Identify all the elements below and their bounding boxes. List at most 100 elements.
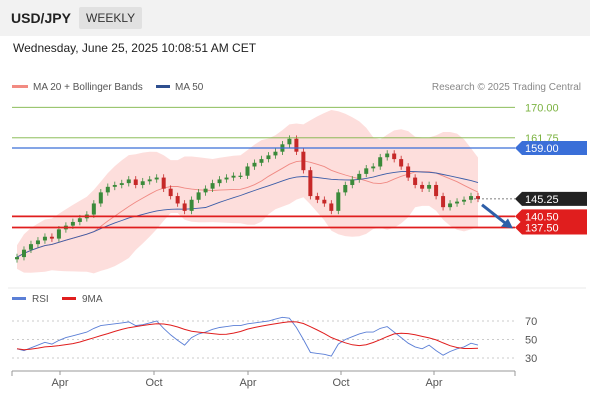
svg-text:145.25: 145.25 bbox=[525, 194, 559, 206]
candle bbox=[140, 177, 145, 189]
candle bbox=[112, 181, 117, 191]
ma50-line bbox=[16, 170, 479, 258]
candle bbox=[210, 179, 215, 193]
candle bbox=[231, 172, 236, 181]
x-tick-label: Oct bbox=[332, 377, 349, 389]
candle bbox=[49, 233, 54, 242]
candle bbox=[224, 174, 229, 183]
x-tick-label: Apr bbox=[239, 377, 256, 389]
candle bbox=[126, 176, 131, 187]
symbol-title: USD/JPY bbox=[11, 10, 71, 26]
candle bbox=[245, 163, 250, 180]
candle bbox=[133, 176, 138, 189]
last-price-tag: 145.25 bbox=[515, 191, 587, 206]
svg-text:140.50: 140.50 bbox=[525, 211, 559, 223]
rsi-line bbox=[16, 316, 479, 357]
candle bbox=[154, 174, 159, 183]
candle bbox=[315, 192, 320, 204]
candle bbox=[343, 181, 348, 196]
candle bbox=[427, 181, 432, 193]
candle bbox=[259, 155, 264, 167]
candle bbox=[420, 181, 425, 193]
candle bbox=[161, 174, 166, 193]
candle bbox=[238, 172, 243, 180]
candle bbox=[448, 200, 453, 211]
candle bbox=[413, 174, 418, 189]
candle bbox=[462, 196, 467, 205]
x-tick-label: Oct bbox=[145, 377, 162, 389]
rsi-axis-label: 70 bbox=[525, 316, 537, 328]
timeframe-button[interactable]: WEEKLY bbox=[79, 7, 143, 29]
datetime-label: Wednesday, June 25, 2025 10:08:51 AM CET bbox=[13, 41, 257, 55]
svg-text:137.50: 137.50 bbox=[525, 223, 559, 235]
candle bbox=[336, 189, 341, 215]
candle bbox=[203, 185, 208, 196]
x-tick-label: Apr bbox=[51, 377, 68, 389]
candle bbox=[252, 159, 257, 170]
candle bbox=[371, 163, 376, 172]
candle bbox=[406, 163, 411, 181]
candle bbox=[273, 148, 278, 159]
rsi-axis-label: 50 bbox=[525, 335, 537, 347]
candle bbox=[399, 155, 404, 170]
ma20-legend-label: MA 20 + Bollinger Bands bbox=[33, 82, 143, 93]
candle bbox=[98, 189, 103, 207]
svg-text:159.00: 159.00 bbox=[525, 143, 559, 155]
rsi-legend-label: RSI bbox=[32, 294, 49, 305]
candle bbox=[364, 165, 369, 178]
candle bbox=[15, 253, 19, 263]
candle bbox=[175, 192, 180, 207]
rsi-panel: 70 50 30 bbox=[12, 316, 537, 365]
candle bbox=[469, 192, 474, 204]
candle bbox=[357, 170, 362, 183]
candle bbox=[434, 181, 439, 200]
ma50-legend-swatch bbox=[156, 85, 170, 88]
candle bbox=[385, 150, 390, 161]
x-tick-label: Apr bbox=[425, 377, 442, 389]
candle bbox=[294, 135, 299, 156]
candle bbox=[392, 150, 397, 163]
ma9-legend-swatch bbox=[62, 297, 76, 300]
candle bbox=[42, 233, 47, 244]
candle bbox=[21, 246, 26, 261]
support-tag: 140.50 bbox=[515, 209, 587, 224]
candle bbox=[308, 166, 313, 200]
credit-text: Research © 2025 Trading Central bbox=[432, 82, 581, 93]
candle bbox=[350, 176, 355, 189]
candle bbox=[168, 185, 173, 200]
x-axis: Apr Oct Apr Oct Apr bbox=[51, 371, 443, 389]
candle bbox=[266, 152, 271, 163]
candle bbox=[105, 183, 110, 196]
candle bbox=[441, 192, 446, 211]
candle bbox=[301, 148, 306, 174]
candle bbox=[322, 196, 327, 207]
resistance-tag: 159.00 bbox=[515, 141, 587, 155]
candle bbox=[455, 198, 460, 207]
candle bbox=[182, 200, 187, 215]
ma50-legend-label: MA 50 bbox=[175, 82, 204, 93]
rsi-axis-label: 30 bbox=[525, 353, 537, 365]
candle bbox=[28, 240, 33, 254]
candle bbox=[476, 192, 480, 203]
ma20-legend-swatch bbox=[12, 85, 28, 88]
candle bbox=[91, 200, 96, 218]
candle bbox=[147, 176, 152, 185]
rsi-legend-swatch bbox=[12, 297, 26, 300]
candle bbox=[217, 176, 222, 187]
candle bbox=[189, 196, 194, 215]
support-tag: 137.50 bbox=[515, 220, 587, 235]
candle bbox=[378, 153, 383, 170]
projection-arrow bbox=[481, 203, 513, 229]
level-label: 170.00 bbox=[525, 102, 559, 114]
candle bbox=[119, 179, 124, 189]
bollinger-band bbox=[17, 110, 478, 274]
candle bbox=[329, 200, 334, 215]
ma9-legend-label: 9MA bbox=[82, 294, 103, 305]
candle bbox=[196, 189, 201, 204]
candle bbox=[35, 237, 40, 248]
header-bar: USD/JPY WEEKLY bbox=[0, 0, 590, 36]
price-area bbox=[15, 110, 480, 274]
candle bbox=[56, 226, 61, 242]
